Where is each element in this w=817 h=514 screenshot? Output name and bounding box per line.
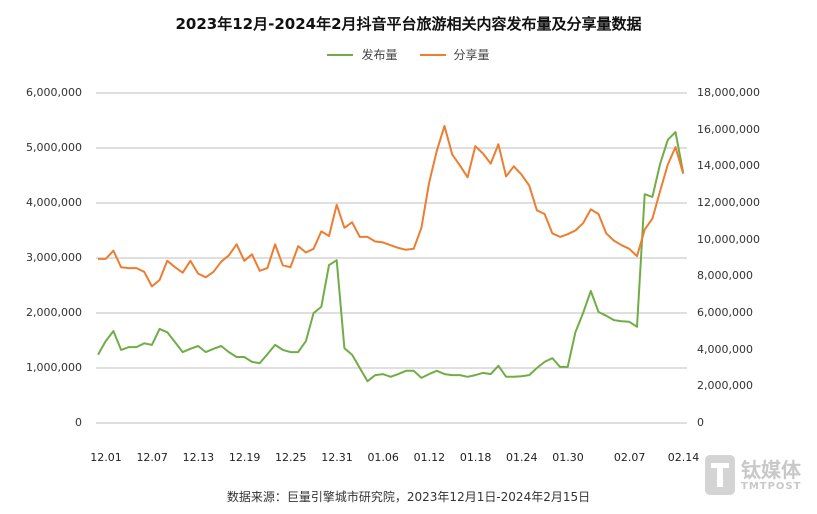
y-tick-left: 5,000,000 — [26, 141, 82, 154]
y-tick-right: 12,000,000 — [697, 196, 760, 209]
x-tick: 02.14 — [667, 451, 700, 464]
x-tick: 12.19 — [228, 451, 261, 464]
y-tick-right: 6,000,000 — [697, 306, 753, 319]
series-line-publish — [97, 131, 685, 383]
x-tick: 12.13 — [182, 451, 215, 464]
series-line-share — [98, 125, 685, 288]
y-tick-right: 0 — [697, 416, 704, 429]
source-note: 数据来源：巨量引擎城市研究院，2023年12月1日-2024年2月15日 — [226, 490, 591, 504]
y-tick-right: 10,000,000 — [697, 232, 760, 246]
y-tick-left: 4,000,000 — [26, 196, 82, 209]
legend: 发布量 分享量 — [0, 46, 817, 63]
y-tick-right: 8,000,000 — [697, 269, 753, 283]
y-tick-right: 18,000,000 — [697, 86, 760, 99]
legend-item-publish: 发布量 — [327, 46, 398, 63]
x-tick: 02.07 — [613, 451, 646, 464]
y-tick-left: 6,000,000 — [26, 86, 82, 99]
legend-item-share: 分享量 — [419, 46, 490, 63]
tmtpost-logo-icon — [705, 455, 735, 495]
legend-swatch-publish — [327, 53, 354, 56]
x-tick: 01.24 — [506, 451, 538, 464]
y-tick-left: 3,000,000 — [26, 251, 82, 264]
watermark-en: TMTPOST — [741, 480, 802, 492]
x-tick: 12.31 — [321, 451, 353, 464]
y-tick-right: 14,000,000 — [697, 159, 760, 173]
y-tick-right: 2,000,000 — [697, 379, 753, 393]
watermark: 钛媒体 TMTPOST — [705, 455, 801, 495]
x-tick: 01.30 — [552, 451, 584, 464]
x-tick: 12.25 — [275, 451, 307, 464]
x-tick: 12.01 — [90, 451, 122, 464]
x-tick: 01.06 — [367, 451, 399, 464]
y-tick-right: 4,000,000 — [697, 342, 753, 356]
x-tick: 01.18 — [459, 451, 492, 464]
watermark-cn: 钛媒体 — [741, 457, 801, 482]
y-tick-left: 2,000,000 — [26, 306, 82, 319]
legend-swatch-share — [419, 53, 446, 56]
chart-title: 2023年12月-2024年2月抖音平台旅游相关内容发布量及分享量数据 — [175, 15, 642, 33]
y-tick-right: 16,000,000 — [697, 122, 760, 136]
x-tick: 01.12 — [413, 451, 446, 464]
legend-label-share: 分享量 — [453, 48, 490, 62]
x-tick: 12.07 — [136, 451, 168, 464]
y-tick-left: 1,000,000 — [26, 361, 82, 374]
y-tick-left: 0 — [75, 416, 82, 429]
legend-label-publish: 发布量 — [361, 48, 398, 62]
